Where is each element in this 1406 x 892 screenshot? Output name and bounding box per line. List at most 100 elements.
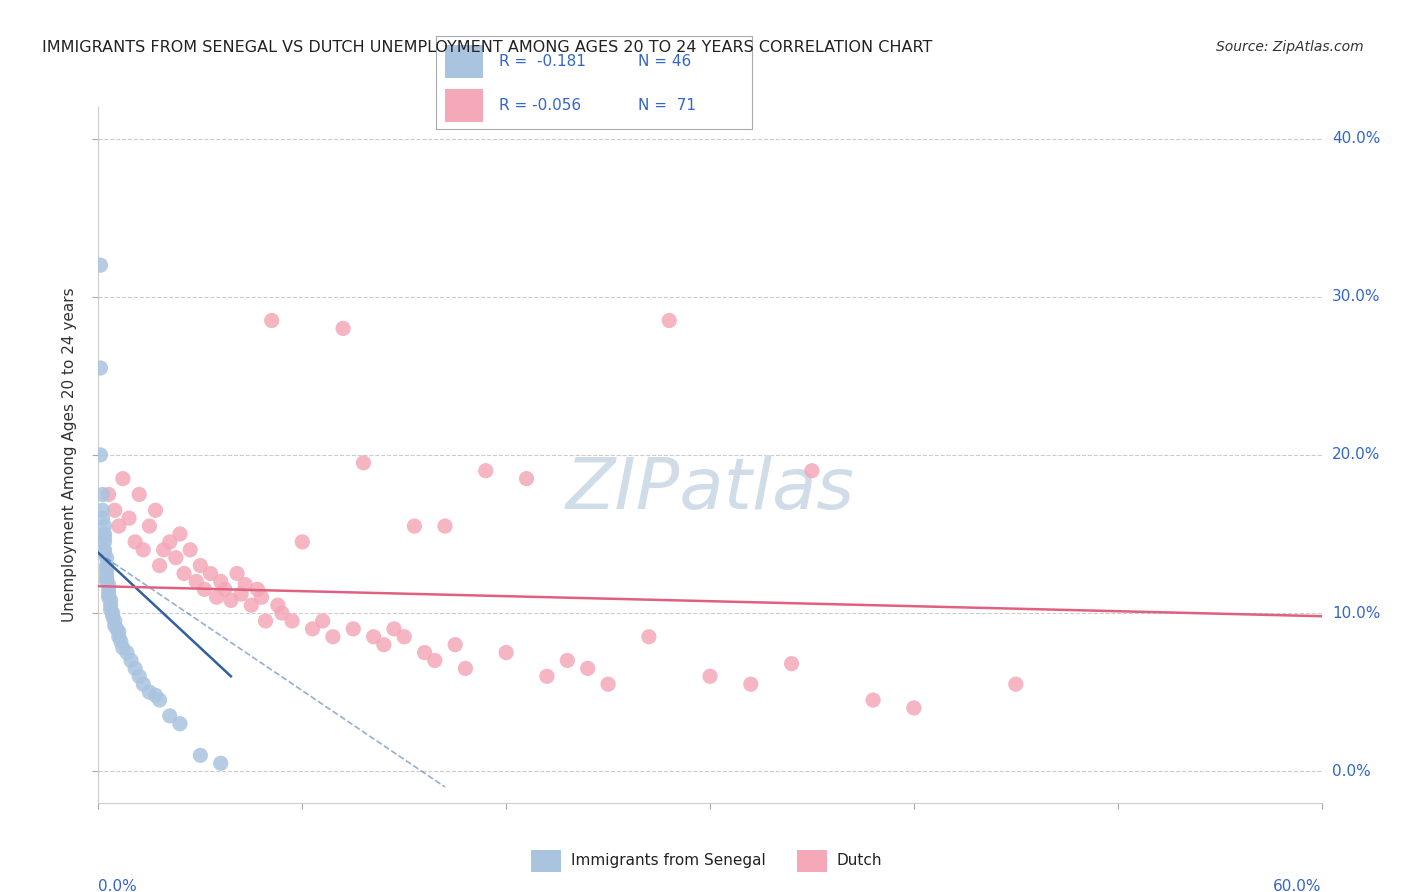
Point [267, 598, 290, 612]
Point [637, 630, 661, 644]
Point [188, 558, 212, 573]
Point [138, 519, 160, 533]
Point [454, 661, 477, 675]
Point [108, 630, 131, 644]
Point [209, 574, 232, 589]
Point [205, 591, 228, 605]
Point [89, 448, 111, 462]
Point [145, 688, 167, 702]
Point [598, 677, 620, 691]
Point [322, 630, 344, 644]
Point [188, 748, 212, 763]
Point [474, 464, 498, 478]
Point [91, 511, 114, 525]
Text: IMMIGRANTS FROM SENEGAL VS DUTCH UNEMPLOYMENT AMONG AGES 20 TO 24 YEARS CORRELAT: IMMIGRANTS FROM SENEGAL VS DUTCH UNEMPLO… [42, 40, 932, 55]
Point [91, 503, 114, 517]
Text: 10.0%: 10.0% [1331, 606, 1381, 621]
Point [138, 685, 160, 699]
Point [93, 534, 115, 549]
Point [434, 519, 457, 533]
Point [516, 472, 538, 486]
Point [97, 591, 120, 605]
Point [104, 618, 127, 632]
Text: 60.0%: 60.0% [1274, 879, 1322, 892]
Point [128, 487, 150, 501]
Y-axis label: Unemployment Among Ages 20 to 24 years: Unemployment Among Ages 20 to 24 years [62, 287, 77, 623]
Point [179, 542, 201, 557]
Point [101, 606, 124, 620]
Point [93, 530, 115, 544]
Point [404, 519, 426, 533]
Point [100, 593, 122, 607]
Point [260, 313, 283, 327]
Point [105, 622, 128, 636]
Point [120, 653, 142, 667]
Text: R =  -0.181: R = -0.181 [499, 54, 586, 70]
Point [291, 534, 314, 549]
Point [254, 614, 277, 628]
Text: N = 46: N = 46 [638, 54, 692, 70]
Point [118, 511, 141, 525]
Point [100, 603, 122, 617]
Point [93, 546, 115, 560]
Point [658, 313, 681, 327]
Point [97, 577, 120, 591]
Point [801, 464, 824, 478]
Text: 0.0%: 0.0% [98, 879, 138, 892]
Bar [797, 849, 827, 872]
Bar [446, 45, 484, 78]
Text: Source: ZipAtlas.com: Source: ZipAtlas.com [1216, 40, 1364, 54]
Text: Immigrants from Senegal: Immigrants from Senegal [571, 854, 766, 868]
Point [740, 677, 762, 691]
Point [159, 534, 181, 549]
Point [246, 582, 269, 597]
Point [281, 614, 304, 628]
Point [231, 587, 253, 601]
Point [780, 657, 803, 671]
Point [495, 646, 517, 660]
Point [124, 534, 146, 549]
Point [862, 693, 884, 707]
Point [128, 669, 150, 683]
Point [373, 638, 395, 652]
Point [169, 716, 191, 731]
Point [96, 562, 118, 576]
Text: 0.0%: 0.0% [1331, 764, 1371, 779]
Point [96, 550, 118, 565]
Point [96, 566, 118, 581]
Point [89, 258, 111, 272]
Point [169, 527, 191, 541]
Point [96, 571, 118, 585]
Point [555, 653, 579, 667]
Text: 40.0%: 40.0% [1331, 131, 1381, 146]
Point [173, 566, 195, 581]
Point [352, 456, 374, 470]
Point [240, 598, 263, 612]
Point [413, 646, 436, 660]
Point [165, 550, 187, 565]
Point [903, 701, 925, 715]
Point [132, 542, 155, 557]
Point [149, 693, 172, 707]
Point [93, 519, 115, 533]
Point [104, 614, 127, 628]
Point [209, 756, 232, 771]
Point [1004, 677, 1026, 691]
Text: 20.0%: 20.0% [1331, 448, 1381, 462]
Text: ZIPatlas: ZIPatlas [565, 455, 855, 524]
Point [96, 558, 118, 573]
Point [97, 582, 120, 597]
Bar [531, 849, 561, 872]
Point [219, 593, 242, 607]
Point [97, 587, 120, 601]
Text: 30.0%: 30.0% [1331, 289, 1381, 304]
Point [250, 591, 273, 605]
Point [152, 542, 174, 557]
Point [301, 622, 323, 636]
Point [186, 574, 208, 589]
Point [536, 669, 558, 683]
Text: N =  71: N = 71 [638, 98, 696, 113]
Point [576, 661, 599, 675]
Text: Dutch: Dutch [837, 854, 882, 868]
Point [312, 614, 335, 628]
